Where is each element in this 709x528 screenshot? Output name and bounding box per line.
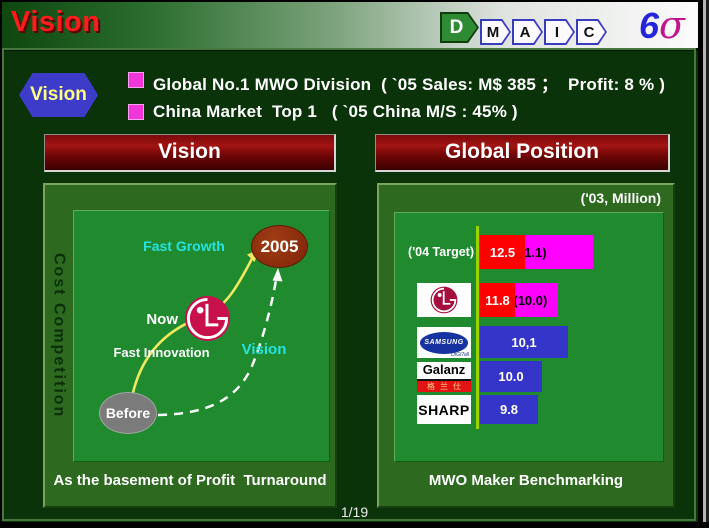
vision-badge: Vision <box>19 73 98 117</box>
bullet-square-icon <box>128 72 144 88</box>
vision-badge-label: Vision <box>30 84 87 105</box>
six-sigma-logo: 6σ <box>639 3 685 47</box>
page-number: 1/19 <box>340 504 369 520</box>
benchmark-chart-area: ('04 Target)TA(11.1)12.5TA(10.0)11.8SAMS… <box>394 212 664 462</box>
unit-label: ('03, Million) <box>580 190 661 206</box>
lg-symbol-icon <box>430 286 458 314</box>
sharp-logo-box: SHARP <box>417 395 471 424</box>
dmaic-box-define: D <box>440 12 479 43</box>
chart-axis-line <box>476 226 479 429</box>
node-2005: 2005 <box>251 225 308 268</box>
now-label: Now <box>146 311 178 328</box>
lg-logo <box>184 295 231 342</box>
dmaic-box-improve: I <box>544 19 575 45</box>
left-section-title: Vision <box>44 134 336 172</box>
bullet-global-no1: Global No.1 MWO Division ( `05 Sales: M$… <box>153 75 666 94</box>
bar-chart: ('04 Target)TA(11.1)12.5TA(10.0)11.8SAMS… <box>395 213 663 461</box>
dmaic-letter: A <box>514 21 541 43</box>
vision-arrowhead-icon <box>272 268 283 282</box>
vision-dashed-curve <box>157 273 279 417</box>
sharp-logo: SHARP <box>418 401 470 418</box>
vision-diagram-area: Fast Growth 2005 Now Fast Innovation Vis… <box>73 210 330 462</box>
bar-segment: 9.8 <box>480 395 538 424</box>
bar-segment: 12.5 <box>480 235 525 269</box>
right-section-title: Global Position <box>375 134 670 172</box>
samsung-sub-label: DIGITall <box>451 352 469 358</box>
dmaic-letter: C <box>578 21 605 43</box>
global-position-panel: ('03, Million) ('04 Target)TA(11.1)12.5T… <box>377 183 675 508</box>
dmaic-box-analyze: A <box>512 19 543 45</box>
bar-segment: 10.0 <box>480 361 542 392</box>
dmaic-box-control: C <box>576 19 607 45</box>
six-sigma-six: 6 <box>639 5 660 46</box>
fast-innovation-label: Fast Innovation <box>113 345 210 360</box>
vision-path-label: Vision <box>241 341 287 358</box>
slide-border-top <box>0 0 709 2</box>
samsung-logo-box: SAMSUNG DIGITall <box>417 327 471 358</box>
slide-border-right <box>698 0 709 528</box>
dmaic-letter: M <box>482 21 509 43</box>
slide-border-bottom <box>0 522 709 528</box>
lg-symbol-icon <box>184 295 231 342</box>
slide-border-left <box>0 0 2 528</box>
galanz-logo: Galanz 格兰仕 <box>417 362 471 392</box>
bar-segment: 10,1 <box>480 326 568 358</box>
bullet-square-icon <box>128 104 144 120</box>
node-before: Before <box>99 392 157 434</box>
vision-panel: Cost Competition Fast Growth 2005 Now Fa… <box>43 183 337 508</box>
samsung-logo: SAMSUNG <box>420 331 468 354</box>
bar-segment: 11.8 <box>480 283 515 317</box>
galanz-logo-box: Galanz 格兰仕 <box>417 362 471 392</box>
header-bar: Vision D M A I C 6σ <box>2 2 698 51</box>
dmaic-box-measure: M <box>480 19 511 45</box>
lg-logo-box <box>417 283 471 317</box>
dmaic-letter: I <box>546 21 573 43</box>
fast-growth-label: Fast Growth <box>143 238 225 254</box>
six-sigma-sigma-icon: σ <box>659 3 685 47</box>
left-panel-caption: As the basement of Profit Turnaround <box>53 472 327 489</box>
bar-row-label: ('04 Target) <box>408 244 474 259</box>
right-panel-caption: MWO Maker Benchmarking <box>428 472 624 489</box>
bullet-china-top1: China Market Top 1 ( `05 China M/S : 45%… <box>153 102 518 121</box>
page-title: Vision <box>11 6 101 38</box>
y-axis-label: Cost Competition <box>50 253 68 419</box>
